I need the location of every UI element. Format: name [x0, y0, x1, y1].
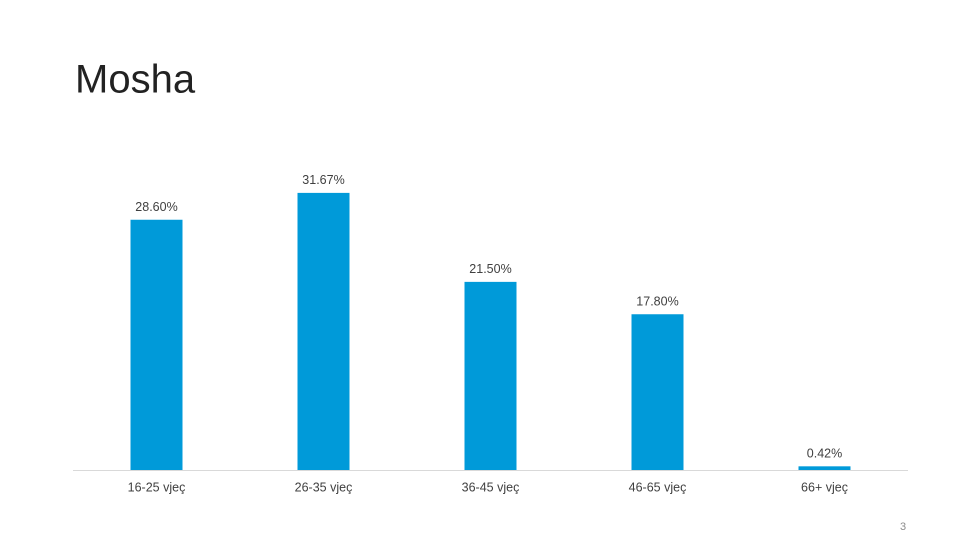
- slide-title: Mosha: [75, 58, 196, 102]
- data-label: 0.42%: [807, 447, 842, 461]
- x-tick-label: 66+ vjeç: [801, 480, 848, 494]
- data-label: 31.67%: [302, 173, 344, 187]
- bar: [130, 219, 183, 470]
- bar: [798, 466, 851, 470]
- data-label: 17.80%: [636, 295, 678, 309]
- bar: [631, 314, 684, 470]
- x-tick-label: 16-25 vjeç: [128, 480, 186, 494]
- data-label: 28.60%: [135, 200, 177, 214]
- x-tick-label: 26-35 vjeç: [295, 480, 353, 494]
- page-number: 3: [900, 521, 906, 533]
- x-tick-label: 36-45 vjeç: [462, 480, 520, 494]
- bar: [464, 281, 517, 470]
- bar: [297, 192, 350, 470]
- data-label: 21.50%: [469, 262, 511, 276]
- x-tick-label: 46-65 vjeç: [629, 480, 687, 494]
